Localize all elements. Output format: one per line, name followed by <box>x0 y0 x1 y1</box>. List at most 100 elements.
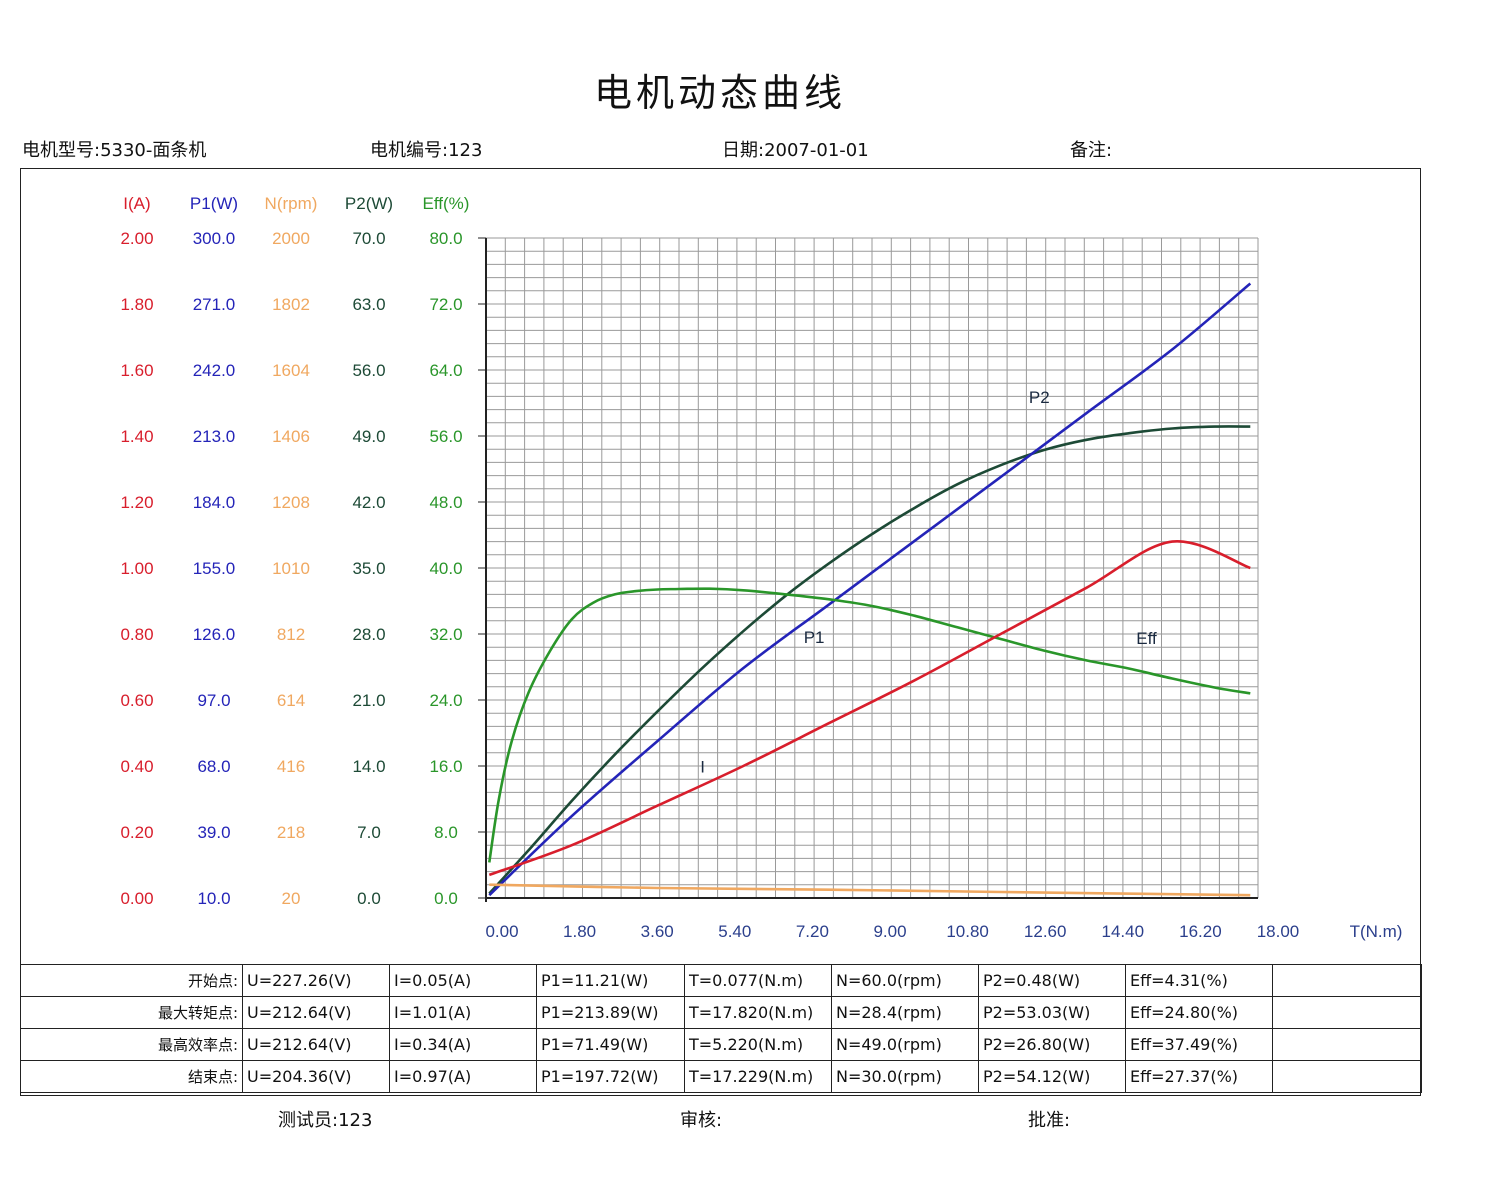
table-cell: U=227.26(V) <box>242 964 390 997</box>
x-tick-label: 0.00 <box>485 922 518 941</box>
y-axis-name: P1(W) <box>190 194 238 213</box>
table-cell: Eff=4.31(%) <box>1125 964 1273 997</box>
y-tick-label: 1.20 <box>120 493 153 512</box>
x-tick-label: 7.20 <box>796 922 829 941</box>
series-line-p2 <box>488 425 1251 895</box>
y-tick-label: 213.0 <box>193 427 236 446</box>
row-label: 最大转矩点: <box>20 996 243 1029</box>
y-tick-label: 126.0 <box>193 625 236 644</box>
table-cell: P2=53.03(W) <box>978 996 1126 1029</box>
y-tick-label: 300.0 <box>193 229 236 248</box>
y-tick-label: 21.0 <box>352 691 385 710</box>
y-tick-label: 70.0 <box>352 229 385 248</box>
motor-model: 电机型号:5330-面条机 <box>22 140 207 161</box>
x-tick-label: 9.00 <box>873 922 906 941</box>
y-tick-label: 1.60 <box>120 361 153 380</box>
y-tick-label: 42.0 <box>352 493 385 512</box>
y-tick-label: 35.0 <box>352 559 385 578</box>
y-tick-label: 14.0 <box>352 757 385 776</box>
y-tick-label: 24.0 <box>429 691 462 710</box>
curve-label-p1: P1 <box>804 628 825 647</box>
y-tick-label: 97.0 <box>197 691 230 710</box>
table-cell: N=60.0(rpm) <box>831 964 979 997</box>
remark: 备注: <box>1070 140 1113 161</box>
y-tick-label: 40.0 <box>429 559 462 578</box>
page-title: 电机动态曲线 <box>593 71 846 115</box>
y-axis-name: I(A) <box>123 194 150 213</box>
y-tick-label: 56.0 <box>352 361 385 380</box>
x-tick-label: 16.20 <box>1179 922 1222 941</box>
y-tick-label: 1802 <box>272 295 310 314</box>
y-tick-label: 155.0 <box>193 559 236 578</box>
table-row: 最大转矩点: U=212.64(V) I=1.01(A) P1=213.89(W) T=… <box>20 996 1422 1029</box>
y-tick-label: 8.0 <box>434 823 458 842</box>
x-tick-label: 5.40 <box>718 922 751 941</box>
y-tick-label: 812 <box>277 625 305 644</box>
y-tick-label: 56.0 <box>429 427 462 446</box>
y-tick-label: 1208 <box>272 493 310 512</box>
y-tick-label: 48.0 <box>429 493 462 512</box>
y-tick-label: 10.0 <box>197 889 230 908</box>
y-tick-label: 68.0 <box>197 757 230 776</box>
y-axis-name: Eff(%) <box>423 194 470 213</box>
table-cell: I=0.05(A) <box>389 964 537 997</box>
table-cell: T=0.077(N.m) <box>684 964 832 997</box>
table-row: 结束点: U=204.36(V) I=0.97(A) P1=197.72(W) T=17… <box>20 1060 1422 1093</box>
y-tick-label: 16.0 <box>429 757 462 776</box>
y-tick-label: 2000 <box>272 229 310 248</box>
y-tick-label: 0.20 <box>120 823 153 842</box>
y-tick-label: 0.80 <box>120 625 153 644</box>
y-tick-label: 49.0 <box>352 427 385 446</box>
y-tick-label: 0.00 <box>120 889 153 908</box>
y-tick-label: 7.0 <box>357 823 381 842</box>
table-cell: U=204.36(V) <box>242 1060 390 1093</box>
series-line-i <box>488 540 1251 877</box>
table-cell: P1=11.21(W) <box>536 964 685 997</box>
row-label: 开始点: <box>20 964 243 997</box>
x-tick-label: 18.00 <box>1257 922 1300 941</box>
curve-label-p2: P2 <box>1029 388 1050 407</box>
y-tick-label: 1.40 <box>120 427 153 446</box>
table-cell: N=49.0(rpm) <box>831 1028 979 1061</box>
y-tick-label: 0.0 <box>434 889 458 908</box>
table-cell: U=212.64(V) <box>242 1028 390 1061</box>
table-cell: I=1.01(A) <box>389 996 537 1029</box>
table-cell <box>1272 1028 1422 1061</box>
y-tick-label: 0.40 <box>120 757 153 776</box>
table-cell: P2=0.48(W) <box>978 964 1126 997</box>
chart-frame <box>20 168 1421 1096</box>
reviewer: 审核: <box>680 1110 723 1131</box>
curve-label-i: I <box>700 758 705 777</box>
y-tick-label: 416 <box>277 757 305 776</box>
table-cell: I=0.34(A) <box>389 1028 537 1061</box>
y-tick-label: 64.0 <box>429 361 462 380</box>
y-tick-label: 63.0 <box>352 295 385 314</box>
y-tick-label: 1406 <box>272 427 310 446</box>
table-cell: U=212.64(V) <box>242 996 390 1029</box>
y-tick-label: 1010 <box>272 559 310 578</box>
y-tick-label: 1604 <box>272 361 310 380</box>
table-cell: T=17.229(N.m) <box>684 1060 832 1093</box>
y-tick-label: 1.80 <box>120 295 153 314</box>
y-tick-label: 218 <box>277 823 305 842</box>
x-tick-label: 10.80 <box>946 922 989 941</box>
y-axis-name: P2(W) <box>345 194 393 213</box>
row-label: 最高效率点: <box>20 1028 243 1061</box>
series-line-p1 <box>488 282 1252 897</box>
y-tick-label: 39.0 <box>197 823 230 842</box>
table-cell <box>1272 964 1422 997</box>
y-tick-label: 614 <box>277 691 305 710</box>
table-cell <box>1272 996 1422 1029</box>
y-axis-name: N(rpm) <box>265 194 318 213</box>
stats-table: 开始点: U=227.26(V) I=0.05(A) P1=11.21(W) T=0.0… <box>20 964 1422 1093</box>
table-cell: P1=71.49(W) <box>536 1028 685 1061</box>
x-axis-label: T(N.m) <box>1350 922 1403 941</box>
x-tick-label: 3.60 <box>641 922 674 941</box>
table-cell: P1=213.89(W) <box>536 996 685 1029</box>
table-cell <box>1272 1060 1422 1093</box>
y-tick-label: 0.0 <box>357 889 381 908</box>
x-tick-label: 1.80 <box>563 922 596 941</box>
table-cell: P2=26.80(W) <box>978 1028 1126 1061</box>
y-tick-label: 242.0 <box>193 361 236 380</box>
